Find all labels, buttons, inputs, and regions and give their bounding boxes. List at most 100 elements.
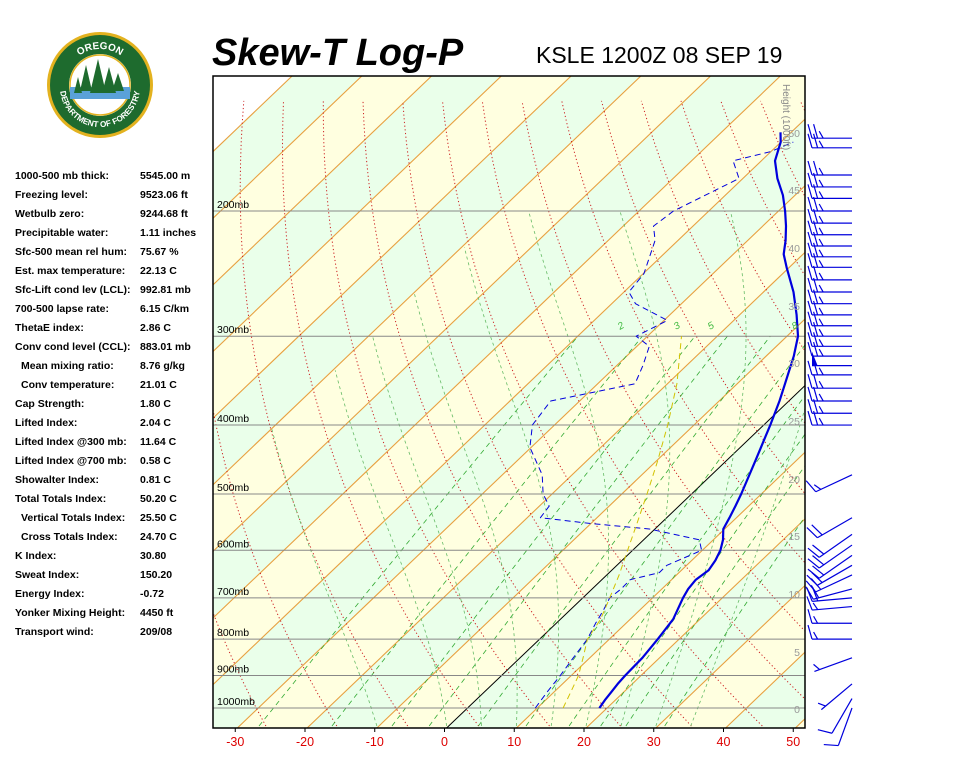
barb-shaft — [813, 588, 853, 600]
x-tick-label: -20 — [296, 735, 314, 749]
barb-feather — [806, 527, 818, 539]
barb-feather — [807, 172, 813, 188]
index-label: Lifted Index @300 mb: — [15, 436, 127, 448]
barb-feather — [807, 410, 813, 426]
index-value: -0.72 — [140, 588, 164, 600]
barb-feather — [818, 328, 824, 337]
index-row: Energy Index: -0.72 — [15, 586, 215, 605]
wind-barb — [805, 585, 853, 600]
barb-feather — [807, 196, 813, 212]
barb-feather — [818, 318, 824, 327]
pressure-label: 800mb — [217, 627, 249, 639]
barb-feather — [807, 547, 820, 558]
height-tick-label: 35 — [788, 301, 800, 313]
wind-barb — [807, 544, 853, 569]
barb-feather — [807, 322, 813, 337]
barb-shaft — [817, 517, 853, 539]
index-value: 30.80 — [140, 550, 167, 562]
barb-feather — [807, 360, 813, 376]
isotherm-line — [585, 518, 805, 728]
wind-barb — [807, 300, 852, 316]
dewpoint-line — [529, 141, 794, 709]
wind-barb — [807, 624, 852, 640]
barb-feather — [807, 558, 820, 569]
index-row: Transport wind: 209/08 — [15, 624, 215, 643]
index-label: ThetaE index: — [15, 322, 84, 334]
index-label: 1000-500 mb thick: — [15, 170, 109, 182]
mixing-ratio-label: 2 — [615, 320, 627, 333]
height-tick-label: 15 — [788, 531, 800, 543]
index-value: 992.81 mb — [140, 284, 191, 296]
barb-feather — [807, 332, 813, 347]
index-value: 8.76 g/kg — [140, 360, 185, 372]
barb-feather — [812, 544, 825, 555]
barb-feather — [813, 399, 819, 414]
dry-adiabat — [362, 100, 621, 727]
barb-feather — [818, 238, 824, 247]
index-label: Sfc-Lift cond lev (LCL): — [15, 284, 131, 296]
wind-barb — [807, 399, 852, 414]
isotherm-line — [865, 76, 960, 728]
wind-barb — [807, 133, 852, 149]
index-row: Showalter Index: 0.81 C — [15, 472, 215, 491]
x-tick-label: -10 — [366, 735, 384, 749]
height-tick-label: 25 — [788, 416, 800, 428]
barb-feather — [813, 631, 819, 640]
barb-feather — [818, 227, 824, 236]
index-value: 9523.06 ft — [140, 189, 188, 201]
index-label: Conv cond level (CCL): — [15, 341, 131, 353]
barb-shaft — [818, 554, 853, 579]
x-tick-label: 30 — [647, 735, 661, 749]
pressure-label: 1000mb — [217, 696, 255, 708]
barb-feather — [813, 332, 819, 347]
barb-feather — [807, 300, 813, 316]
mixing-ratio-label: 8 — [790, 320, 801, 333]
isotherm-line — [446, 384, 805, 728]
barb-feather — [812, 602, 819, 610]
moist-adiabat — [334, 370, 447, 727]
barb-shaft — [815, 574, 853, 593]
index-row: 1000-500 mb thick: 5545.00 m — [15, 168, 215, 187]
wind-barb — [807, 386, 852, 402]
wind-barb — [807, 533, 853, 558]
index-value: 50.20 C — [140, 493, 177, 505]
isotherm-line — [376, 318, 805, 728]
barb-feather — [805, 586, 814, 600]
index-row: Cap Strength: 1.80 C — [15, 396, 215, 415]
barb-feather — [813, 615, 819, 624]
index-row: Sweat Index: 150.20 — [15, 567, 215, 586]
wind-barb — [813, 657, 853, 673]
mixing-ratio-line — [428, 335, 728, 727]
barb-feather — [805, 480, 817, 493]
barb-feather — [818, 393, 824, 402]
barb-feather — [807, 265, 813, 281]
tree-icon — [74, 59, 124, 93]
moist-adiabat — [372, 336, 482, 727]
barb-feather — [817, 702, 826, 707]
index-value: 75.67 % — [140, 246, 179, 258]
barb-feather — [807, 184, 813, 199]
index-value: 11.64 C — [140, 436, 177, 448]
index-label: Cap Strength: — [15, 398, 85, 410]
barb-feather — [818, 417, 824, 426]
barb-feather — [813, 311, 819, 326]
pressure-label: 500mb — [217, 482, 249, 494]
barb-feather — [813, 133, 819, 148]
barb-shaft — [812, 597, 853, 602]
index-value: 4450 ft — [140, 607, 174, 619]
barb-feather — [812, 555, 825, 566]
barb-feather — [818, 348, 824, 357]
dry-adiabat — [213, 406, 338, 727]
index-row: Precipitable water: 1.11 inches — [15, 225, 215, 244]
index-label: 700-500 lapse rate: — [15, 303, 109, 315]
barb-feather — [813, 265, 819, 281]
mixing-ratio-line — [525, 344, 805, 727]
index-value: 21.01 C — [140, 379, 177, 391]
index-value: 1.80 C — [140, 398, 171, 410]
barb-feather — [807, 399, 813, 414]
barb-feather — [813, 160, 819, 176]
wind-barb — [806, 596, 853, 611]
dry-adiabat — [840, 101, 960, 726]
barb-shaft — [815, 474, 853, 493]
index-label: Precipitable water: — [15, 227, 109, 239]
